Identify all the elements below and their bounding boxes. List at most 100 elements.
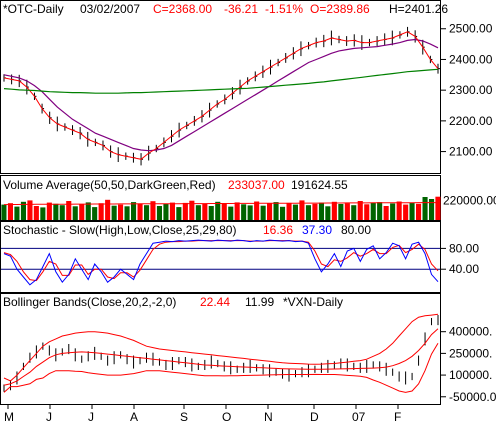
volume-bar (325, 206, 331, 220)
volume-bar (409, 202, 415, 220)
stochastic-panel-frame (0, 221, 441, 293)
month-label: F (394, 410, 401, 424)
stoch-legend-value3: 80.00 (341, 223, 371, 237)
volume-bar (280, 206, 286, 220)
volume-bar (131, 202, 137, 220)
volume-bar (144, 205, 150, 220)
month-label: D (310, 410, 319, 424)
boll-legend-value2: 11.99 (245, 295, 274, 309)
price-panel-frame (0, 0, 441, 174)
volume-bar (72, 206, 78, 220)
volume-bar (215, 201, 221, 220)
date-label: 03/02/2007 (80, 2, 140, 16)
boll-tick-label: -50000.0 (449, 390, 496, 404)
volume-bar (344, 203, 350, 220)
volume-bar (150, 201, 156, 220)
volume-bar (202, 204, 208, 220)
volume-bar (416, 203, 422, 220)
volume-bar (228, 206, 234, 220)
boll-tick-label: 250000. (449, 346, 492, 360)
volume-bar (331, 201, 337, 220)
volume-bar (370, 202, 376, 220)
volume-bar (118, 204, 124, 220)
volume-bar (208, 206, 214, 220)
volume-bar (221, 203, 227, 220)
volume-bar (390, 203, 396, 220)
volume-bar (98, 203, 104, 220)
volume-bar (267, 203, 273, 220)
volume-bar (85, 202, 91, 220)
volume-bar (260, 205, 266, 220)
volume-bar (364, 204, 370, 220)
volume-bar (182, 202, 188, 220)
price-tick-label: 2100.00 (449, 145, 493, 159)
volume-bar (124, 206, 130, 220)
volume-bar (241, 204, 247, 220)
volume-legend: Volume Average(50,50,DarkGreen,Red) (3, 178, 216, 192)
volume-bar (396, 201, 402, 220)
volume-bar (247, 205, 253, 220)
month-label: N (264, 410, 273, 424)
volume-bar (435, 196, 441, 220)
volume-bar (189, 200, 195, 220)
volume-bar (111, 205, 117, 220)
volume-bar (422, 197, 428, 220)
price-tick-label: 2400.00 (449, 52, 493, 66)
volume-bar (312, 203, 318, 220)
volume-legend-value1: 233037.00 (228, 178, 285, 192)
volume-bar (169, 202, 175, 220)
change-value: -36.21 (224, 2, 258, 16)
volume-bar (195, 205, 201, 220)
open-value: O=2389.86 (310, 2, 370, 16)
volume-bar (357, 201, 363, 220)
month-label: 07 (352, 410, 366, 424)
bollinger-plot (3, 313, 439, 393)
boll-tick-label: 100000. (449, 368, 492, 382)
volume-bar (14, 206, 20, 220)
month-label: O (222, 410, 231, 424)
price-tick-label: 2200.00 (449, 114, 493, 128)
stochastic-plot (1, 239, 440, 286)
ma-fast-line (3, 31, 439, 160)
stoch-tick-label: 80.00 (449, 241, 479, 255)
stoch-legend-value2: 37.30 (302, 223, 332, 237)
month-label: J (46, 410, 52, 424)
stoch-legend: Stochastic - Slow(High,Low,Close,25,29,8… (3, 223, 236, 237)
bollinger-upper-band (3, 313, 439, 382)
stoch-tick-label: 40.00 (449, 262, 479, 276)
boll-legend: Bollinger Bands(Close,20,2,-2,0) (3, 295, 176, 309)
volume-plot (1, 196, 441, 220)
price-tick-label: 2300.00 (449, 83, 493, 97)
volume-bar (383, 206, 389, 220)
axis-labels: 2500.00 2400.00 2300.00 2200.00 2100.00 22000… (4, 22, 496, 424)
volume-bar (351, 205, 357, 220)
volume-bar (429, 199, 435, 220)
bollinger-panel-frame (0, 293, 441, 405)
ma-mid-line (3, 38, 439, 152)
volume-tick-label: 220000.00 (443, 193, 496, 207)
month-label: A (130, 410, 138, 424)
boll-tick-label: 400000. (449, 325, 492, 339)
volume-bar (338, 204, 344, 220)
month-label: S (180, 410, 188, 424)
volume-bar (286, 202, 292, 220)
volume-bar (292, 204, 298, 220)
volume-bar (305, 205, 311, 220)
ma-slow-line (3, 68, 439, 94)
volume-average-line (3, 202, 438, 206)
volume-bar (53, 203, 59, 220)
boll-legend-value1: 22.44 (200, 295, 230, 309)
volume-bar (156, 206, 162, 220)
price-tick-label: 2500.00 (449, 22, 493, 36)
volume-bar (273, 202, 279, 220)
volume-legend-value2: 191624.55 (291, 178, 348, 192)
volume-bar (137, 203, 143, 220)
volume-bar (59, 205, 65, 220)
bollinger-middle-band (3, 328, 439, 386)
stoch-k-line (3, 239, 439, 286)
volume-bar (377, 202, 383, 220)
volume-bar (79, 204, 85, 220)
volume-bar (92, 207, 98, 220)
